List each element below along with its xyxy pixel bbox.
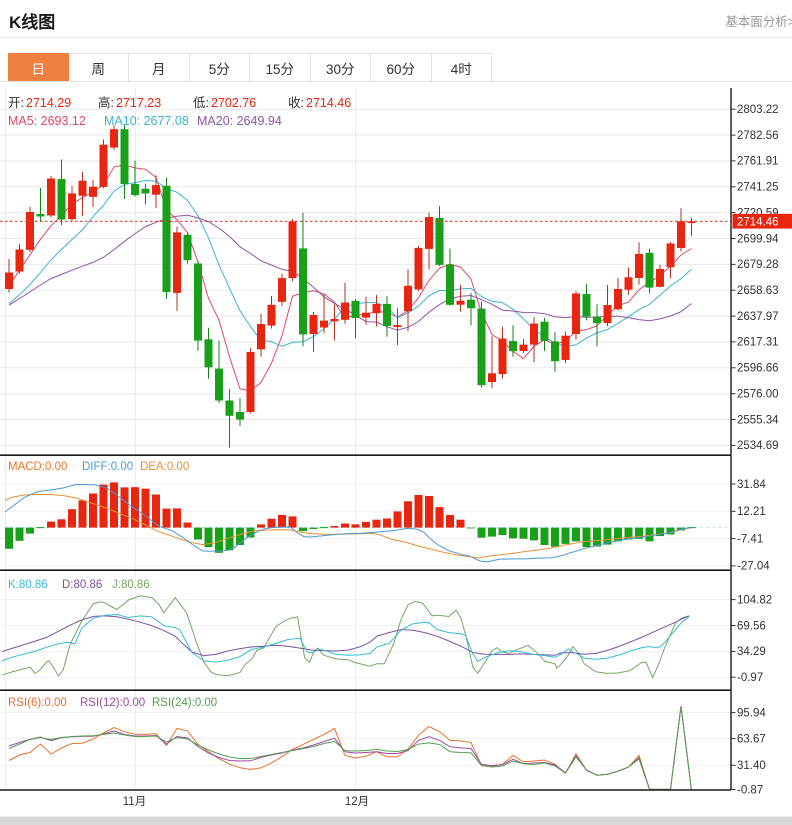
svg-text:MA10: 2677.08: MA10: 2677.08 bbox=[104, 114, 189, 128]
svg-text:34.29: 34.29 bbox=[737, 646, 766, 658]
svg-text:31.84: 31.84 bbox=[737, 479, 766, 491]
svg-text:2714.46: 2714.46 bbox=[306, 96, 351, 110]
svg-text:RSI(6):0.00: RSI(6):0.00 bbox=[8, 697, 67, 709]
svg-text:2714.46: 2714.46 bbox=[737, 217, 779, 229]
svg-text:2596.66: 2596.66 bbox=[737, 363, 779, 375]
svg-text:2658.63: 2658.63 bbox=[737, 285, 779, 297]
svg-text:104.82: 104.82 bbox=[737, 594, 772, 606]
svg-text:2679.28: 2679.28 bbox=[737, 259, 779, 271]
svg-text:-0.87: -0.87 bbox=[737, 784, 763, 796]
svg-text:高:: 高: bbox=[98, 95, 114, 110]
svg-text:-0.97: -0.97 bbox=[737, 672, 763, 684]
svg-text:12.21: 12.21 bbox=[737, 506, 766, 518]
svg-text:2741.25: 2741.25 bbox=[737, 182, 779, 194]
svg-text:MA5: 2693.12: MA5: 2693.12 bbox=[8, 114, 86, 128]
svg-text:2761.91: 2761.91 bbox=[737, 156, 779, 168]
svg-text:69.56: 69.56 bbox=[737, 620, 766, 632]
svg-text:开:: 开: bbox=[8, 96, 24, 110]
svg-text:DEA:0.00: DEA:0.00 bbox=[140, 461, 189, 473]
svg-text:D:80.86: D:80.86 bbox=[62, 579, 102, 591]
svg-text:RSI(24):0.00: RSI(24):0.00 bbox=[152, 697, 217, 709]
svg-text:2555.34: 2555.34 bbox=[737, 414, 779, 426]
svg-text:2576.00: 2576.00 bbox=[737, 388, 779, 400]
svg-text:2699.94: 2699.94 bbox=[737, 233, 779, 245]
svg-text:2803.22: 2803.22 bbox=[737, 104, 779, 116]
svg-text:2714.29: 2714.29 bbox=[26, 96, 71, 110]
svg-text:DIFF:0.00: DIFF:0.00 bbox=[82, 461, 133, 473]
svg-text:2782.56: 2782.56 bbox=[737, 130, 779, 142]
svg-text:2637.97: 2637.97 bbox=[737, 311, 779, 323]
svg-text:2617.31: 2617.31 bbox=[737, 337, 779, 349]
svg-text:MACD:0.00: MACD:0.00 bbox=[8, 461, 67, 473]
svg-text:低:: 低: bbox=[193, 96, 209, 110]
svg-text:31.40: 31.40 bbox=[737, 760, 766, 772]
svg-text:J:80.86: J:80.86 bbox=[112, 579, 150, 591]
svg-text:2702.76: 2702.76 bbox=[211, 96, 256, 110]
svg-text:K:80.86: K:80.86 bbox=[8, 579, 48, 591]
svg-text:63.67: 63.67 bbox=[737, 733, 766, 745]
svg-text:MA20: 2649.94: MA20: 2649.94 bbox=[197, 114, 282, 128]
svg-text:2534.69: 2534.69 bbox=[737, 440, 779, 452]
svg-text:11月: 11月 bbox=[123, 796, 146, 808]
svg-text:-7.41: -7.41 bbox=[737, 533, 763, 545]
svg-text:2717.23: 2717.23 bbox=[116, 96, 161, 110]
svg-text:12月: 12月 bbox=[345, 796, 369, 808]
svg-text:收:: 收: bbox=[288, 96, 304, 110]
svg-text:-27.04: -27.04 bbox=[737, 561, 770, 573]
svg-text:95.94: 95.94 bbox=[737, 707, 766, 719]
svg-text:RSI(12):0.00: RSI(12):0.00 bbox=[80, 697, 145, 709]
